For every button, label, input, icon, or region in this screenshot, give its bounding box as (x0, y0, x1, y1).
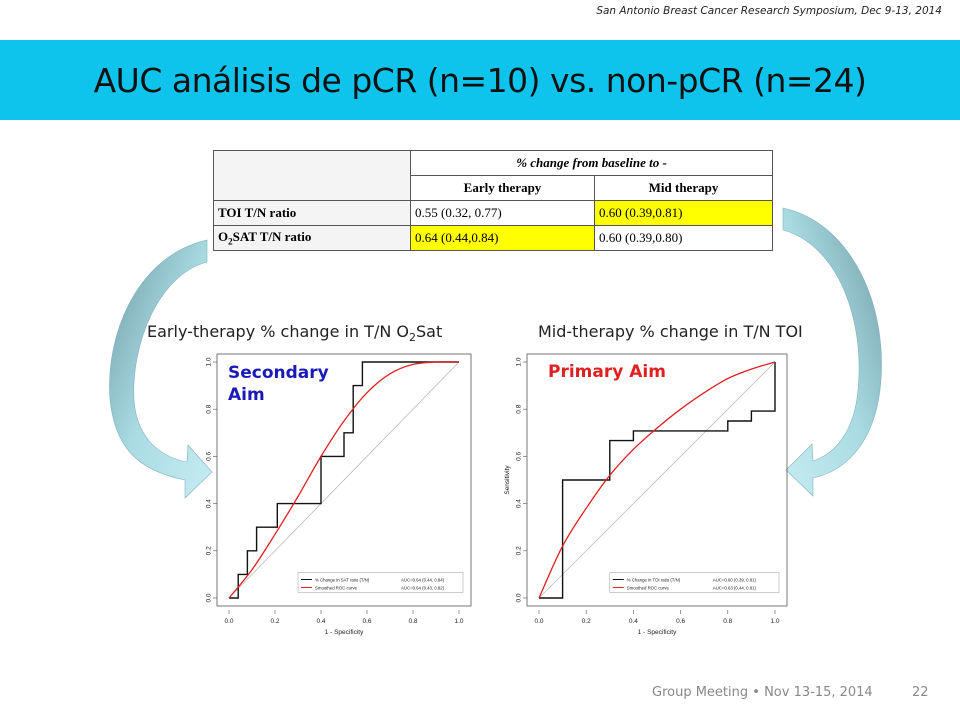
y-tick-label: 1.0 (516, 357, 523, 366)
cell-o2sat-mid: 0.60 (0.39,0.80) (594, 225, 773, 251)
x-axis-label: 1 - Specificity (325, 629, 364, 636)
legend-auc: AUC=0.63 (0.44, 0.81) (713, 585, 757, 590)
empirical-roc-line (229, 361, 459, 599)
y-tick-label: 0.4 (516, 499, 523, 508)
smoothed-roc-line (538, 361, 776, 599)
conference-caption: San Antonio Breast Cancer Research Sympo… (596, 5, 942, 17)
x-tick-label: 0.4 (316, 618, 325, 625)
legend-series-name: % Change in TOI ratio (T/N) (627, 577, 681, 582)
row-label-o2sat: O2SAT T/N ratio (213, 225, 411, 251)
table-row: TOI T/N ratio 0.55 (0.32, 0.77) 0.60 (0.… (213, 200, 773, 226)
cell-o2sat-early: 0.64 (0.44,0.84) (410, 225, 595, 251)
y-tick-label: 0.6 (206, 452, 213, 461)
right-plot-heading: Mid-therapy % change in T/N TOI (538, 322, 803, 341)
x-tick-label: 0.2 (582, 618, 591, 625)
y-tick-label: 0.6 (516, 452, 523, 461)
plot-frame (216, 353, 472, 607)
chart-legend: % Change in TOI ratio (T/N) AUC=0.60 (0.3… (609, 572, 780, 593)
legend-auc: AUC=0.64 (0.44, 0.84) (401, 577, 445, 582)
table-group-header: % change from baseline to - (410, 150, 773, 176)
reference-diagonal (538, 361, 776, 599)
table-row: O2SAT T/N ratio 0.64 (0.44,0.84) 0.60 (0… (213, 225, 773, 251)
left-plot-heading: Early-therapy % change in T/N O2Sat (147, 322, 443, 345)
x-tick-label: 0.8 (408, 618, 417, 625)
x-tick-label: 0.0 (224, 618, 233, 625)
legend-series-name: Smoothed ROC curve (315, 585, 358, 590)
cell-toi-mid: 0.60 (0.39,0.81) (594, 200, 773, 226)
x-tick-label: 0.4 (629, 618, 638, 625)
y-tick-label: 0.8 (516, 404, 523, 413)
page-number: 22 (912, 685, 929, 700)
legend-box (609, 572, 780, 593)
results-table: % change from baseline to - Early therap… (213, 150, 773, 251)
legend-box (297, 572, 464, 593)
right-curved-arrow (782, 207, 882, 497)
table-corner-cell (213, 150, 411, 201)
legend-series-name: % Change in SAT ratio (T/N) (315, 577, 370, 582)
smoothed-roc-line (228, 361, 460, 599)
row-label-toi: TOI T/N ratio (213, 200, 411, 226)
x-tick-label: 1.0 (770, 618, 779, 625)
y-tick-label: 1.0 (206, 357, 213, 366)
empirical-roc-line (539, 362, 776, 599)
y-tick-label: 0.2 (516, 546, 523, 555)
y-tick-label: 0.4 (206, 499, 213, 508)
reference-diagonal (228, 361, 460, 599)
footer-meeting: Group Meeting • Nov 13-15, 2014 (652, 685, 873, 700)
x-tick-label: 0.0 (534, 618, 543, 625)
y-tick-label: 0.0 (516, 593, 523, 602)
column-header-mid: Mid therapy (594, 175, 773, 201)
x-tick-label: 0.6 (362, 618, 371, 625)
x-axis-label: 1 - Specificity (638, 629, 677, 636)
cell-toi-early: 0.55 (0.32, 0.77) (410, 200, 595, 226)
x-tick-label: 0.2 (270, 618, 279, 625)
secondary-aim-label: Secondary Aim (228, 363, 329, 405)
legend-series-name: Smoothed ROC curve (627, 585, 670, 590)
slide-title: AUC análisis de pCR (n=10) vs. non-pCR (… (93, 61, 867, 100)
left-curved-arrow (109, 239, 213, 499)
chart-legend: % Change in SAT ratio (T/N) AUC=0.64 (0.4… (297, 572, 464, 593)
legend-auc: AUC=0.60 (0.39, 0.81) (713, 577, 757, 582)
legend-auc: AUC=0.64 (0.43, 0.82) (401, 585, 445, 590)
primary-aim-label: Primary Aim (548, 362, 666, 382)
y-axis-label: Sensitivity (504, 465, 511, 495)
table-header-row: % change from baseline to - (213, 150, 773, 201)
y-tick-label: 0.8 (206, 404, 213, 413)
x-tick-label: 1.0 (454, 618, 463, 625)
title-bar: AUC análisis de pCR (n=10) vs. non-pCR (… (0, 40, 960, 120)
plot-frame (526, 353, 788, 607)
y-tick-label: 0.2 (206, 546, 213, 555)
x-tick-label: 0.6 (676, 618, 685, 625)
y-tick-label: 0.0 (206, 593, 213, 602)
x-tick-label: 0.8 (723, 618, 732, 625)
